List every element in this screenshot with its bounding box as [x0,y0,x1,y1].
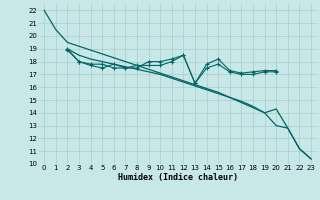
X-axis label: Humidex (Indice chaleur): Humidex (Indice chaleur) [118,173,238,182]
